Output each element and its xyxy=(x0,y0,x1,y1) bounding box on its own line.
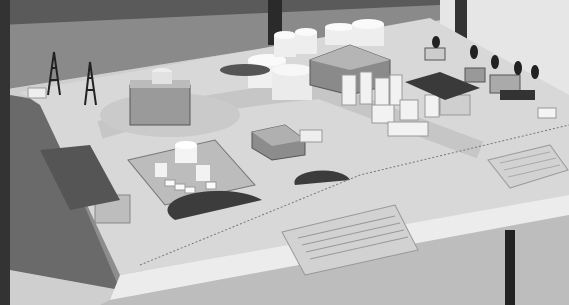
vehicle xyxy=(538,108,556,118)
small-building xyxy=(28,88,46,98)
photo xyxy=(0,0,569,305)
building xyxy=(425,48,445,60)
building xyxy=(500,90,535,100)
truck xyxy=(300,130,322,142)
tank xyxy=(155,163,167,177)
table-leg xyxy=(505,230,515,305)
frame-left xyxy=(0,0,10,305)
building xyxy=(465,68,485,82)
pad xyxy=(220,64,270,76)
tank xyxy=(152,72,172,84)
tank xyxy=(175,141,197,149)
building xyxy=(130,85,190,125)
tank xyxy=(196,165,210,181)
page: {} xyxy=(0,0,569,305)
